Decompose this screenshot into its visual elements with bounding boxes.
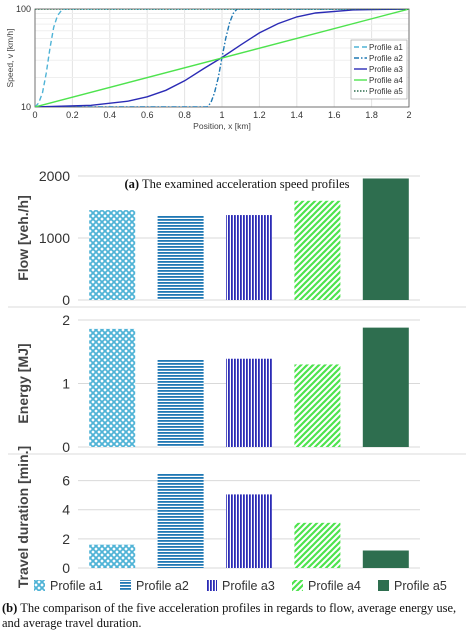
x-tick-label: 1.8 [365,110,378,120]
y-tick-label: 1000 [39,230,70,246]
legend-label-a3: Profile a3 [222,579,275,593]
y-tick-label: 2 [62,531,70,547]
bar-legend: Profile a1 Profile a2 Profile a3 Profile a4… [34,579,447,593]
bar-a3 [226,215,272,300]
bar-a4 [294,364,341,447]
legend-swatch-a4 [292,580,303,591]
x-axis-label: Position, x [km] [193,121,251,131]
x-tick-label: 2 [406,110,411,120]
bar-a2 [157,359,204,447]
series-line-a4 [35,9,409,107]
flow-bar-chart: 0 1000 2000 Flow [veh./h] [8,168,466,308]
x-tick-label: 0.2 [66,110,79,120]
series-line-a1 [35,9,409,107]
y-tick-label: 0 [62,292,70,308]
x-tick-label: 1.4 [291,110,304,120]
x-tick-label: 0.6 [141,110,154,120]
legend-swatch-a3 [206,580,217,591]
bar-a3 [226,358,272,447]
legend-swatch-a5 [378,580,389,591]
y-axis-label: Flow [veh./h] [15,195,31,281]
bar-a5 [362,550,409,568]
bar-a3 [226,494,272,568]
y-axis-label: Energy [MJ] [15,343,31,423]
y-axis-label: Travel duration [min.] [15,446,31,588]
x-tick-label: 0.4 [104,110,117,120]
y-tick-label: 4 [62,502,70,518]
legend-label-a1: Profile a1 [50,579,103,593]
legend-swatch-a1 [34,580,45,591]
series-group [35,9,409,107]
bar-a5 [362,327,409,447]
caption-b-label: (b) [2,601,18,615]
x-tick-label: 1.6 [328,110,341,120]
y-tick-label: 1 [62,376,70,392]
y-tick-label: 2 [62,312,70,328]
x-tick-label: 0 [32,110,37,120]
speed-profile-chart: 0 0.2 0.4 0.6 0.8 1 1.2 1.4 1.6 1.8 2 10 100 Position… [5,4,412,131]
x-tick-label: 1.2 [253,110,266,120]
bar-a5 [362,178,409,300]
legend-label-a2: Profile a2 [369,54,403,63]
bar-a2 [157,473,204,568]
legend-label-a4: Profile a4 [308,579,361,593]
caption-a-text: The examined acceleration speed profiles [141,177,350,191]
travel-duration-bar-chart: 0 2 4 6 Travel duration [min.] [15,446,420,588]
y-tick-label: 100 [16,4,31,14]
y-tick-label: 6 [62,473,70,489]
y-tick-label: 2000 [39,168,70,184]
caption-b-text: The comparison of the five acceleration … [2,601,457,630]
legend-label-a3: Profile a3 [369,65,403,74]
bar-a4 [294,200,341,300]
bar-a1 [89,544,136,568]
bar-a1 [89,210,136,300]
bar-a4 [294,522,341,568]
caption-b: (b) The comparison of the five accelerat… [2,601,474,631]
x-tick-label: 1 [219,110,224,120]
legend-label-a2: Profile a2 [136,579,189,593]
legend-swatch-a2 [120,580,131,591]
legend-label-a5: Profile a5 [394,579,447,593]
energy-bar-chart: 0 1 2 Energy [MJ] [8,312,466,455]
y-tick-label: 0 [62,439,70,455]
legend-label-a4: Profile a4 [369,76,403,85]
bar-a2 [157,215,204,300]
y-tick-label: 0 [62,560,70,576]
caption-a: (a) The examined acceleration speed prof… [0,177,474,192]
caption-a-label: (a) [124,177,140,191]
y-axis-label: Speed, v [km/h] [5,28,15,87]
legend-label-a1: Profile a1 [369,43,403,52]
x-tick-label: 0.8 [178,110,191,120]
bar-a1 [89,328,136,447]
y-tick-label: 10 [21,102,31,112]
legend-label-a5: Profile a5 [369,87,403,96]
